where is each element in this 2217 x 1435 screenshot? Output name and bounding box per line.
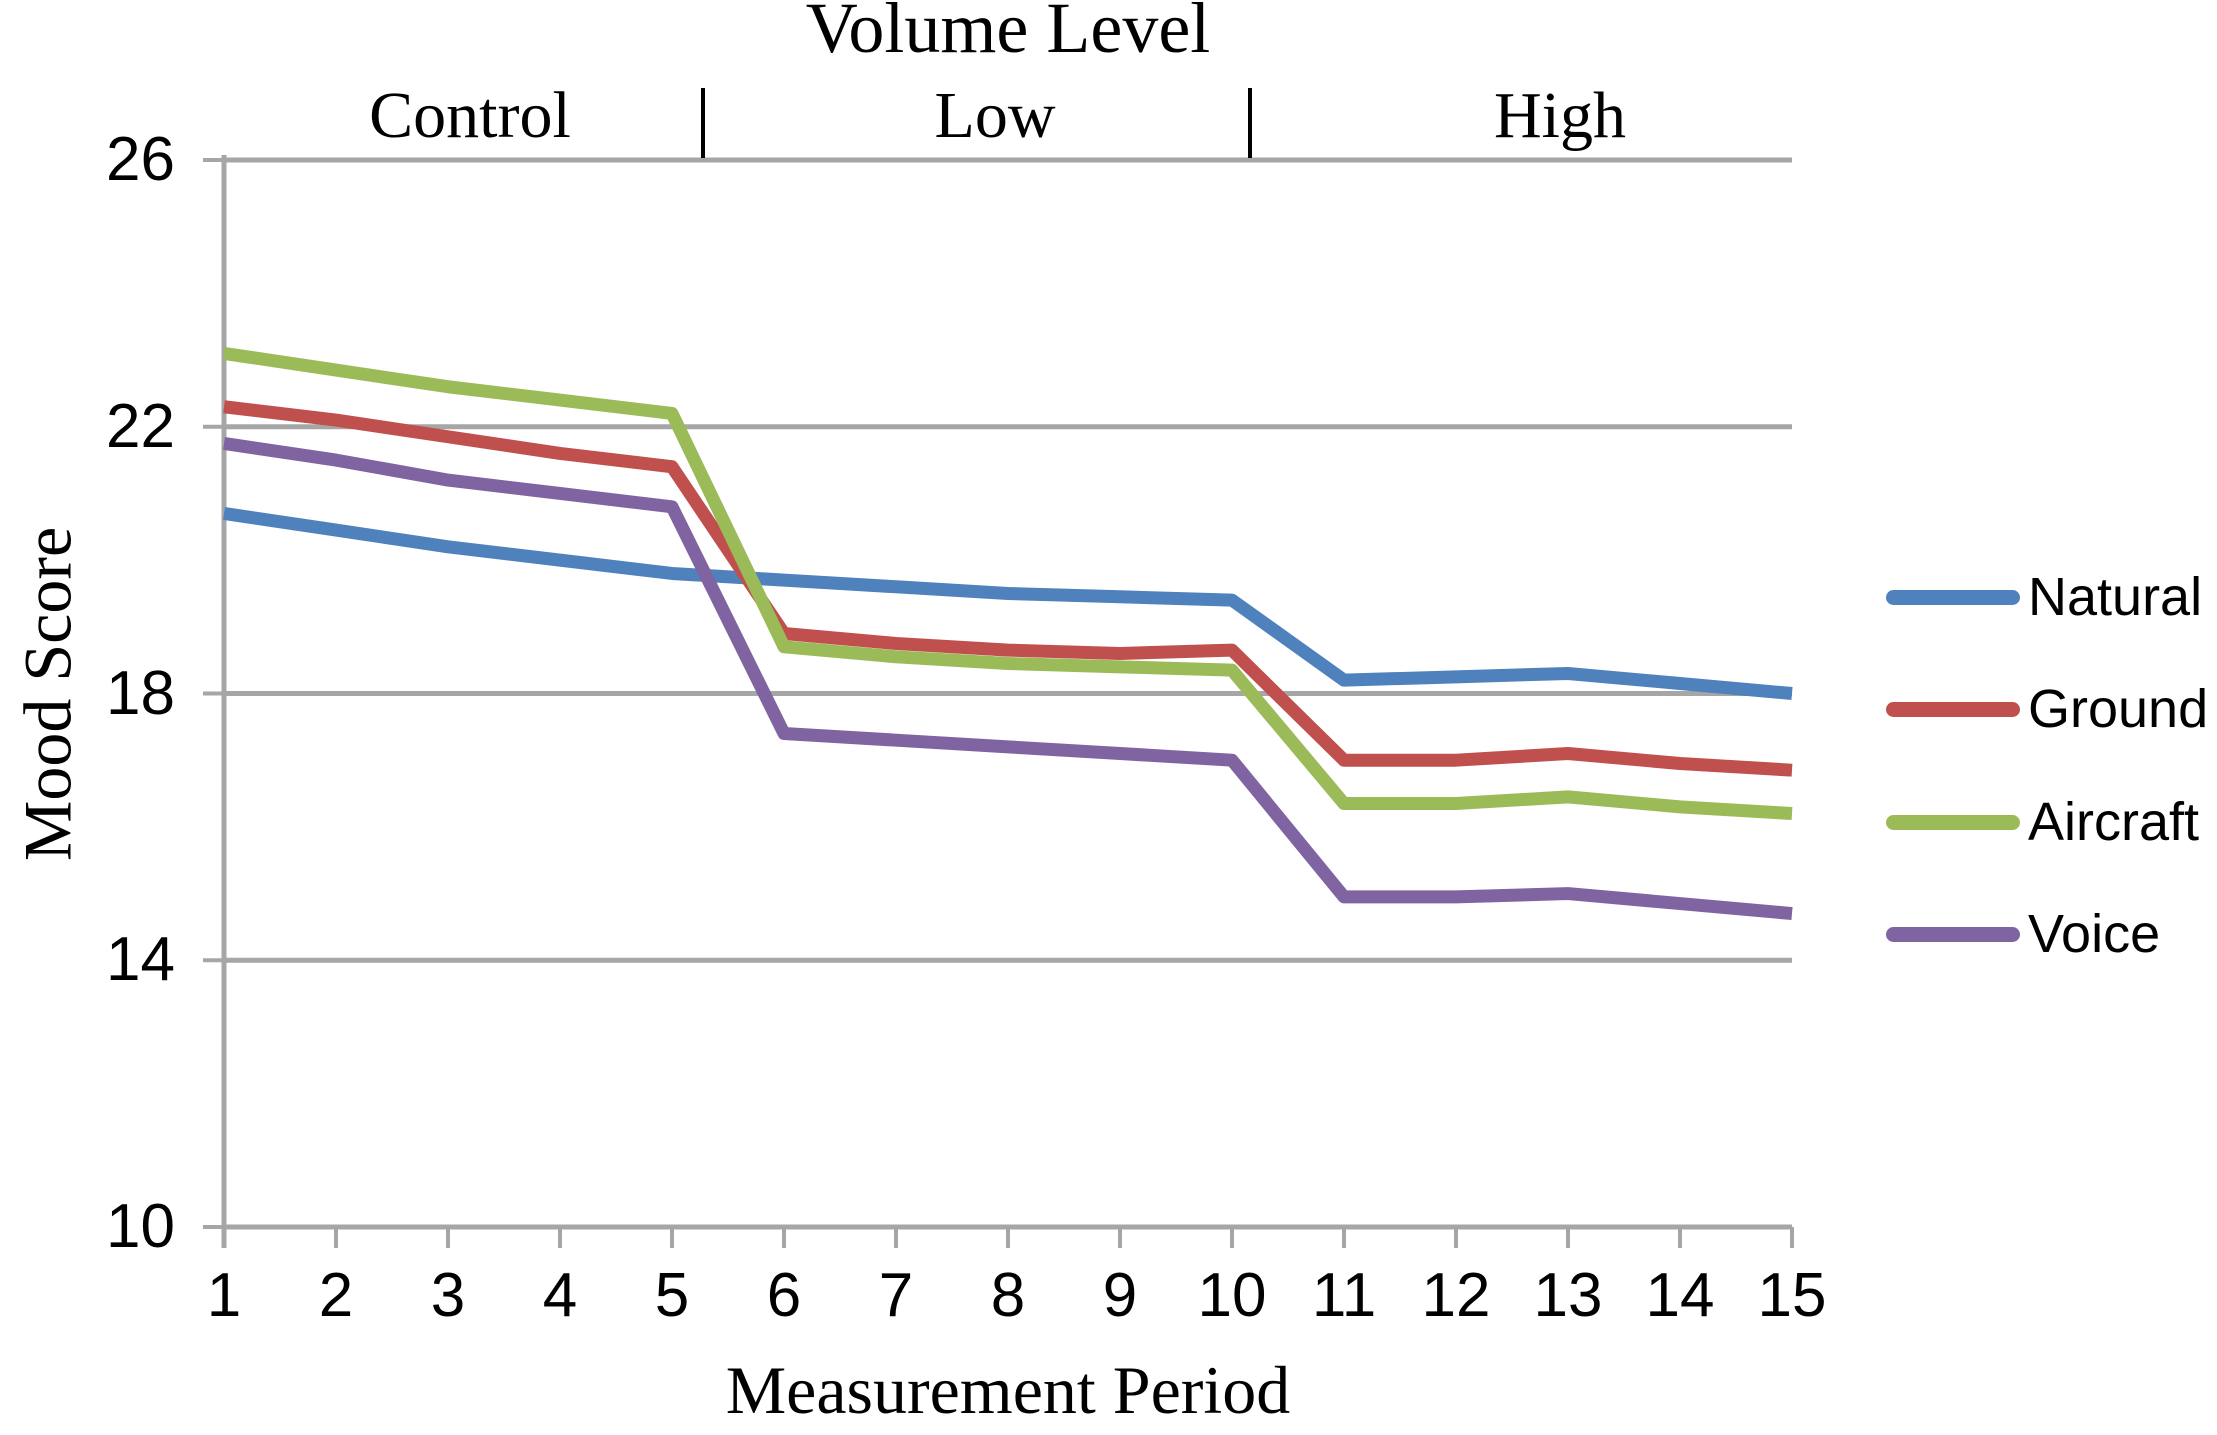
legend-label-ground: Ground bbox=[2028, 679, 2209, 739]
x-tick-label-1: 1 bbox=[206, 1261, 242, 1330]
series-line-aircraft bbox=[223, 346, 1793, 821]
x-tick-label-4: 4 bbox=[542, 1261, 578, 1330]
series-line-ground bbox=[223, 400, 1793, 777]
y-tick-label-26: 26 bbox=[106, 125, 175, 194]
x-tick-label-2: 2 bbox=[318, 1261, 354, 1330]
x-tick-label-12: 12 bbox=[1421, 1261, 1491, 1330]
y-tick-label-14: 14 bbox=[106, 925, 175, 995]
x-tick-label-6: 6 bbox=[766, 1261, 802, 1330]
y-tick-label-22: 22 bbox=[106, 391, 175, 461]
x-tick-label-7: 7 bbox=[878, 1261, 914, 1330]
aircraft-line-swatch bbox=[1886, 814, 2020, 830]
legend-label-natural: Natural bbox=[2028, 567, 2203, 627]
x-tick-label-5: 5 bbox=[654, 1261, 690, 1330]
y-tick-label-18: 18 bbox=[106, 658, 175, 728]
section-label-high: High bbox=[1494, 79, 1626, 152]
x-tick-label-8: 8 bbox=[990, 1261, 1026, 1330]
legend-item-ground: Ground bbox=[1886, 673, 2208, 745]
series-line-natural bbox=[223, 507, 1793, 700]
legend-item-natural: Natural bbox=[1886, 561, 2202, 633]
x-tick-label-3: 3 bbox=[430, 1261, 466, 1330]
natural-line-swatch bbox=[1886, 589, 2020, 605]
ground-line-swatch bbox=[1886, 701, 2020, 717]
legend-label-voice: Voice bbox=[2028, 904, 2161, 964]
x-tick-label-15: 15 bbox=[1757, 1261, 1827, 1330]
section-label-low: Low bbox=[934, 79, 1056, 152]
chart-title: Volume Level bbox=[805, 0, 1211, 68]
x-tick-label-9: 9 bbox=[1102, 1261, 1138, 1330]
x-axis-title: Measurement Period bbox=[725, 1352, 1291, 1428]
series-line-voice bbox=[223, 436, 1793, 921]
voice-line-swatch bbox=[1886, 926, 2020, 942]
x-tick-label-11: 11 bbox=[1311, 1261, 1377, 1330]
x-tick-label-13: 13 bbox=[1533, 1261, 1603, 1330]
y-tick-label-10: 10 bbox=[106, 1192, 175, 1261]
legend-label-aircraft: Aircraft bbox=[2028, 792, 2200, 852]
section-label-control: Control bbox=[369, 79, 571, 152]
legend-item-aircraft: Aircraft bbox=[1886, 786, 2199, 858]
legend-item-voice: Voice bbox=[1886, 898, 2160, 970]
x-tick-label-14: 14 bbox=[1645, 1261, 1715, 1330]
x-tick-label-10: 10 bbox=[1197, 1261, 1267, 1330]
